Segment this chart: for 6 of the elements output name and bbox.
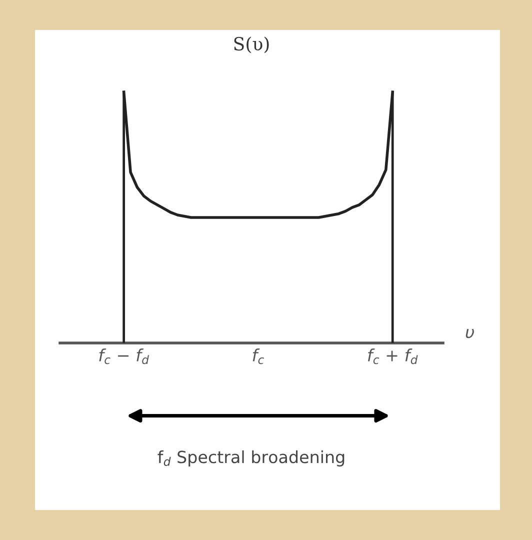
text: f$_{d}$ Spectral broadening xyxy=(158,450,344,467)
x-tick-label: f$_{c}$ − f$_{d}$ xyxy=(99,348,150,364)
x-tick-label: f$_{c}$ + f$_{d}$ xyxy=(368,348,418,364)
x-axis-title: υ xyxy=(466,328,474,338)
chart-title: S(υ) xyxy=(234,36,269,54)
x-tick-label: f$_{c}$ xyxy=(252,348,264,364)
